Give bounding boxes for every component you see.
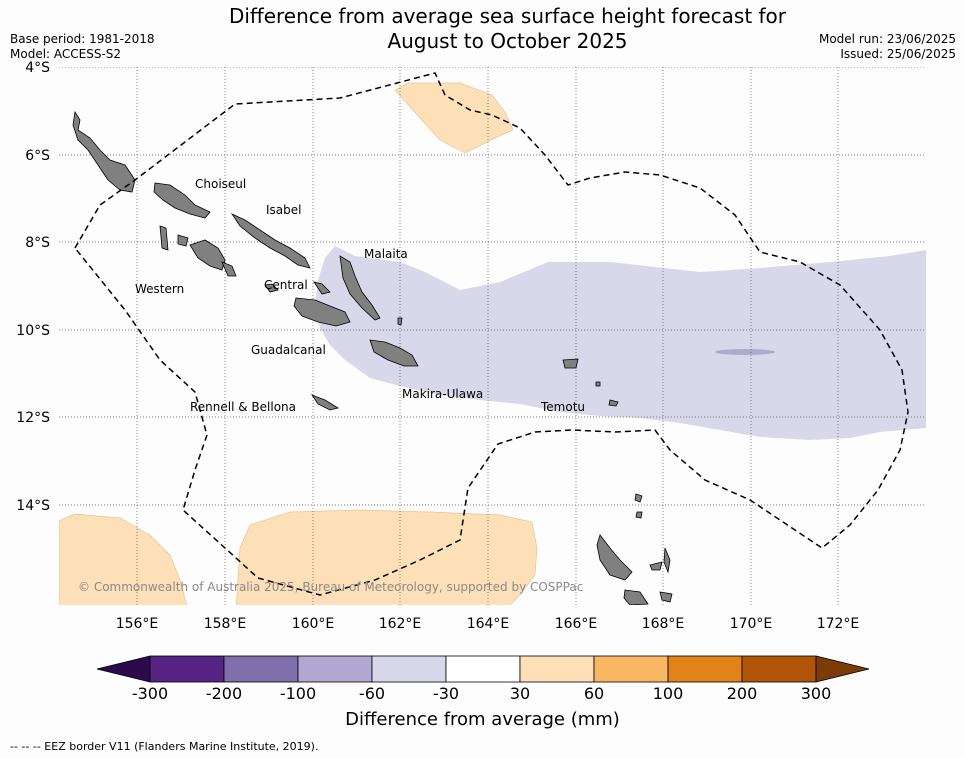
lon-label-170e: 170°E <box>730 616 773 632</box>
lat-label-14s: 14°S <box>16 498 50 514</box>
meta-right: Model run: 23/06/2025 Issued: 25/06/2025 <box>819 32 956 62</box>
islands <box>72 110 673 605</box>
label-choiseul: Choiseul <box>195 177 246 191</box>
colorbar-segment-7 <box>593 655 669 683</box>
anomaly-darker-patch <box>715 349 775 355</box>
label-guadalcanal: Guadalcanal <box>251 343 326 357</box>
colorbar-segment-2 <box>223 655 299 683</box>
lat-label-10s: 10°S <box>16 323 50 339</box>
lon-label-168e: 168°E <box>642 616 685 632</box>
lat-label-4s: 4°S <box>25 60 50 76</box>
colorbar-segment-6 <box>519 655 595 683</box>
colorbar-segment-9 <box>741 655 817 683</box>
lat-label-6s: 6°S <box>25 148 50 164</box>
label-rennell-bellona: Rennell & Bellona <box>190 400 296 414</box>
anomaly-negative-band <box>315 246 926 440</box>
lon-label-156e: 156°E <box>116 616 159 632</box>
colorbar-tick: -100 <box>280 684 316 703</box>
title-line-2: August to October 2025 <box>387 29 628 53</box>
lon-label-158e: 158°E <box>204 616 247 632</box>
lon-label-160e: 160°E <box>292 616 335 632</box>
label-isabel: Isabel <box>266 203 301 217</box>
colorbar-segment-3 <box>297 655 373 683</box>
base-period: Base period: 1981-2018 <box>10 32 155 46</box>
colorbar-segment-8 <box>667 655 743 683</box>
copyright-notice: © Commonwealth of Australia 2025, Bureau… <box>78 580 584 594</box>
colorbar-tick: -300 <box>132 684 168 703</box>
title-line-1: Difference from average sea surface heig… <box>228 4 787 28</box>
map-title: Difference from average sea surface heig… <box>0 4 965 54</box>
label-western: Western <box>135 282 184 296</box>
colorbar-title: Difference from average (mm) <box>345 709 620 730</box>
colorbar-tick: -30 <box>433 684 459 703</box>
colorbar-extend-low <box>96 655 151 683</box>
colorbar-segment-1 <box>149 655 225 683</box>
model-run: Model run: 23/06/2025 <box>818 32 956 46</box>
colorbar-segment-4 <box>371 655 447 683</box>
colorbar-tick: 30 <box>510 684 530 703</box>
label-makira-ulawa: Makira-Ulawa <box>402 387 483 401</box>
lat-label-12s: 12°S <box>16 410 50 426</box>
label-central: Central <box>264 278 308 292</box>
label-malaita: Malaita <box>364 247 408 261</box>
colorbar-tick: 100 <box>653 684 684 703</box>
label-temotu: Temotu <box>540 400 585 414</box>
colorbar-segment-5 <box>445 655 521 683</box>
colorbar-ticks: -300 -200 -100 -60 -30 30 60 100 200 300 <box>132 684 831 703</box>
lon-label-166e: 166°E <box>555 616 598 632</box>
lon-label-172e: 172°E <box>817 616 860 632</box>
colorbar-extend-high <box>815 655 870 683</box>
eez-footnote: -- -- -- EEZ border V11 (Flanders Marine… <box>10 740 319 753</box>
lat-label-8s: 8°S <box>25 235 50 251</box>
anomaly-positive-southwest <box>59 513 188 605</box>
lon-label-162e: 162°E <box>379 616 422 632</box>
colorbar-tick: 300 <box>801 684 832 703</box>
anomaly-positive-south <box>235 509 538 605</box>
anomaly-positive-north <box>394 82 514 154</box>
issued-date: Issued: 25/06/2025 <box>840 47 956 61</box>
lon-label-164e: 164°E <box>467 616 510 632</box>
meta-left: Base period: 1981-2018 Model: ACCESS-S2 <box>10 32 155 62</box>
colorbar-tick: -200 <box>206 684 242 703</box>
colorbar-tick: 60 <box>584 684 604 703</box>
model-name: Model: ACCESS-S2 <box>10 47 122 61</box>
eez-border <box>74 72 909 596</box>
colorbar-tick: 200 <box>727 684 758 703</box>
colorbar <box>96 655 870 683</box>
colorbar-tick: -60 <box>359 684 385 703</box>
